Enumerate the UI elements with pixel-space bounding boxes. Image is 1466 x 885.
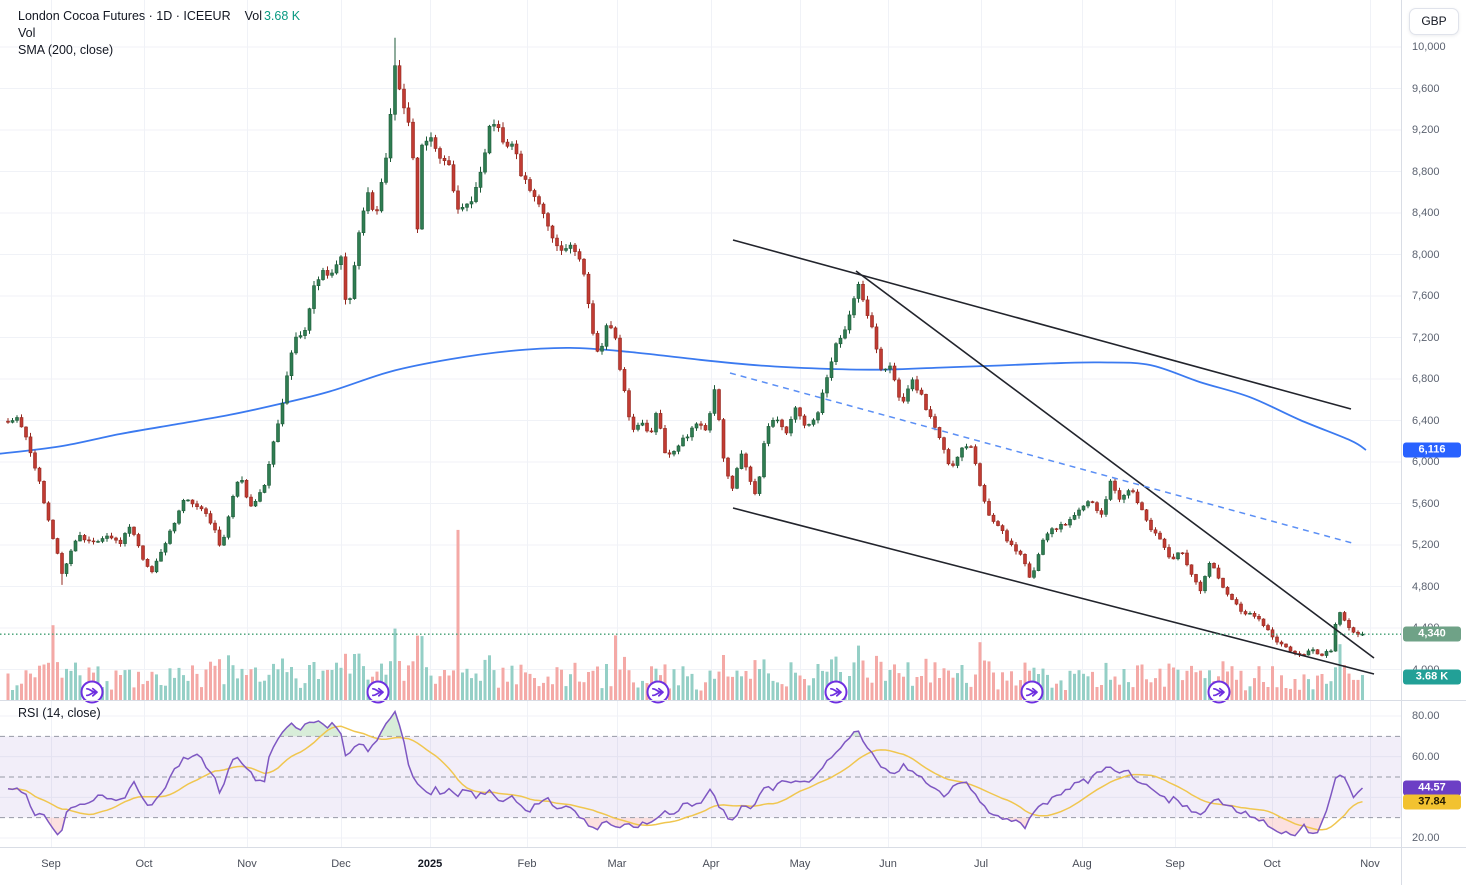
rsi-axis-label: 80.00: [1412, 710, 1440, 722]
symbol-legend-row[interactable]: London Cocoa Futures · 1D · ICEEUR Vol 3.6…: [18, 8, 300, 25]
indicator-legend-sma[interactable]: SMA (200, close): [18, 43, 114, 57]
time-axis-label: Oct: [135, 858, 153, 870]
contract-rollover-marker[interactable]: [824, 680, 848, 704]
time-axis-label: Apr: [702, 858, 720, 870]
time-axis-label: May: [789, 858, 811, 870]
time-axis-label: Mar: [607, 858, 627, 870]
rsi-axis-label: 60.00: [1412, 750, 1440, 763]
time-axis-label: Nov: [1360, 858, 1380, 870]
time-axis-label: Nov: [237, 858, 257, 870]
time-axis-label: Feb: [517, 858, 537, 870]
price-axis-label: 7,200: [1412, 331, 1440, 344]
dashed-trendline[interactable]: [729, 372, 1353, 544]
rsi-band: [0, 736, 1401, 818]
sma-line[interactable]: [0, 346, 1367, 455]
price-axis-label: 9,600: [1412, 82, 1440, 95]
price-axis-label: 8,800: [1412, 165, 1440, 178]
price-axis-label: 6,400: [1412, 414, 1440, 427]
time-axis-label: Jul: [973, 858, 989, 870]
volume-value: 3.68 K: [263, 9, 301, 23]
rsi-overbought-fill: [279, 711, 861, 737]
rsi-line[interactable]: [7, 709, 1364, 837]
rsi-indicator-label[interactable]: RSI (14, close): [18, 706, 101, 720]
volume-label: Vol: [244, 9, 262, 23]
last-volume-badge: 3.68 K: [1403, 669, 1461, 685]
rsi-ma-value-badge: 37.84: [1403, 794, 1461, 810]
price-axis-label: 9,200: [1412, 124, 1440, 136]
rsi-value-badge: 44.57: [1403, 780, 1461, 796]
grid-lines: [0, 0, 1401, 847]
time-axis-label: Sep: [41, 858, 61, 870]
time-axis-label: Dec: [331, 858, 351, 870]
price-axis-label: 8,400: [1412, 207, 1440, 219]
price-axis-label: 8,000: [1412, 248, 1440, 261]
trendline[interactable]: [732, 507, 1375, 675]
last-price-badge: 4,340: [1403, 626, 1461, 642]
symbol-legend: London Cocoa Futures · 1D · ICEEUR Vol 3.6…: [18, 8, 300, 59]
volume-bars: [6, 529, 1364, 700]
plot-area[interactable]: [0, 0, 1401, 847]
time-axis-label: Aug: [1072, 858, 1092, 870]
price-axis-label: 5,600: [1412, 497, 1440, 510]
symbol-title: London Cocoa Futures · 1D · ICEEUR: [18, 9, 231, 23]
trendline[interactable]: [732, 239, 1352, 410]
rsi-ma-line[interactable]: [7, 725, 1363, 831]
price-axis-label: 4,800: [1412, 580, 1440, 593]
time-axis-label: 2025: [417, 858, 443, 870]
contract-rollover-marker[interactable]: [1020, 680, 1044, 704]
price-axis-label: 10,000: [1412, 41, 1446, 53]
sma-value-badge: 6,116: [1403, 442, 1461, 458]
currency-button[interactable]: GBP: [1409, 8, 1459, 35]
price-axis-label: 7,600: [1412, 290, 1440, 302]
price-axis-label: 5,200: [1412, 539, 1440, 551]
indicator-legend-volume[interactable]: Vol: [18, 26, 36, 40]
price-axis-label: 6,000: [1412, 456, 1440, 468]
contract-rollover-marker[interactable]: [1207, 680, 1231, 704]
time-axis-label: Sep: [1165, 858, 1185, 870]
rsi-axis-label: 20.00: [1412, 832, 1440, 844]
time-axis-label: Oct: [1263, 858, 1281, 870]
candles: [6, 37, 1365, 658]
price-axis-label: 6,800: [1412, 373, 1440, 385]
contract-rollover-marker[interactable]: [646, 680, 670, 704]
contract-rollover-marker[interactable]: [80, 680, 104, 704]
contract-rollover-marker[interactable]: [366, 680, 390, 704]
time-axis-label: Jun: [879, 858, 897, 870]
trendline[interactable]: [855, 270, 1375, 659]
